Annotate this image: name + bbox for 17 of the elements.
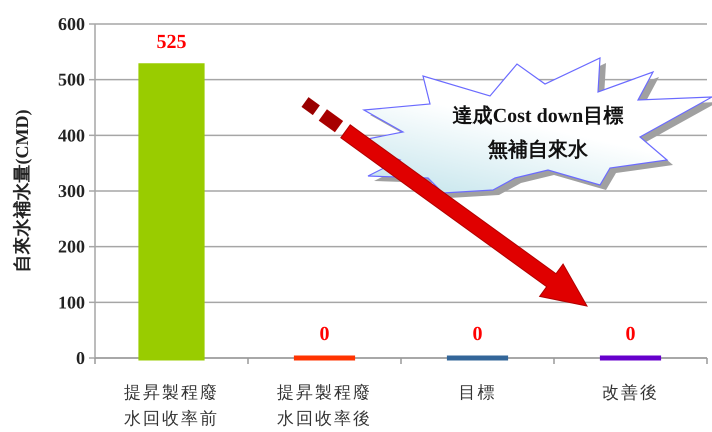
x-tick-label: 提昇製程廢水回收率前 [124, 383, 219, 428]
data-label: 525 [156, 30, 186, 53]
y-tick-label: 500 [58, 70, 85, 90]
data-label: 0 [320, 323, 330, 345]
data-label: 0 [472, 323, 482, 345]
y-axis-title: 自來水補水量(CMD) [12, 110, 32, 272]
y-tick-label: 400 [58, 125, 85, 146]
y-tick-label: 200 [58, 236, 85, 257]
annotation: 達成Cost down目標無補自來水 [452, 105, 624, 161]
y-tick-label: 300 [58, 181, 85, 201]
y-tick-label: 0 [76, 348, 85, 368]
x-tick-label: 提昇製程廢水回收率後 [277, 383, 372, 428]
x-tick-label: 目標 [458, 383, 496, 402]
data-label: 0 [626, 323, 636, 345]
y-tick-label: 100 [58, 292, 85, 312]
y-tick-label: 600 [58, 14, 85, 34]
x-tick-label: 改善後 [602, 383, 659, 402]
